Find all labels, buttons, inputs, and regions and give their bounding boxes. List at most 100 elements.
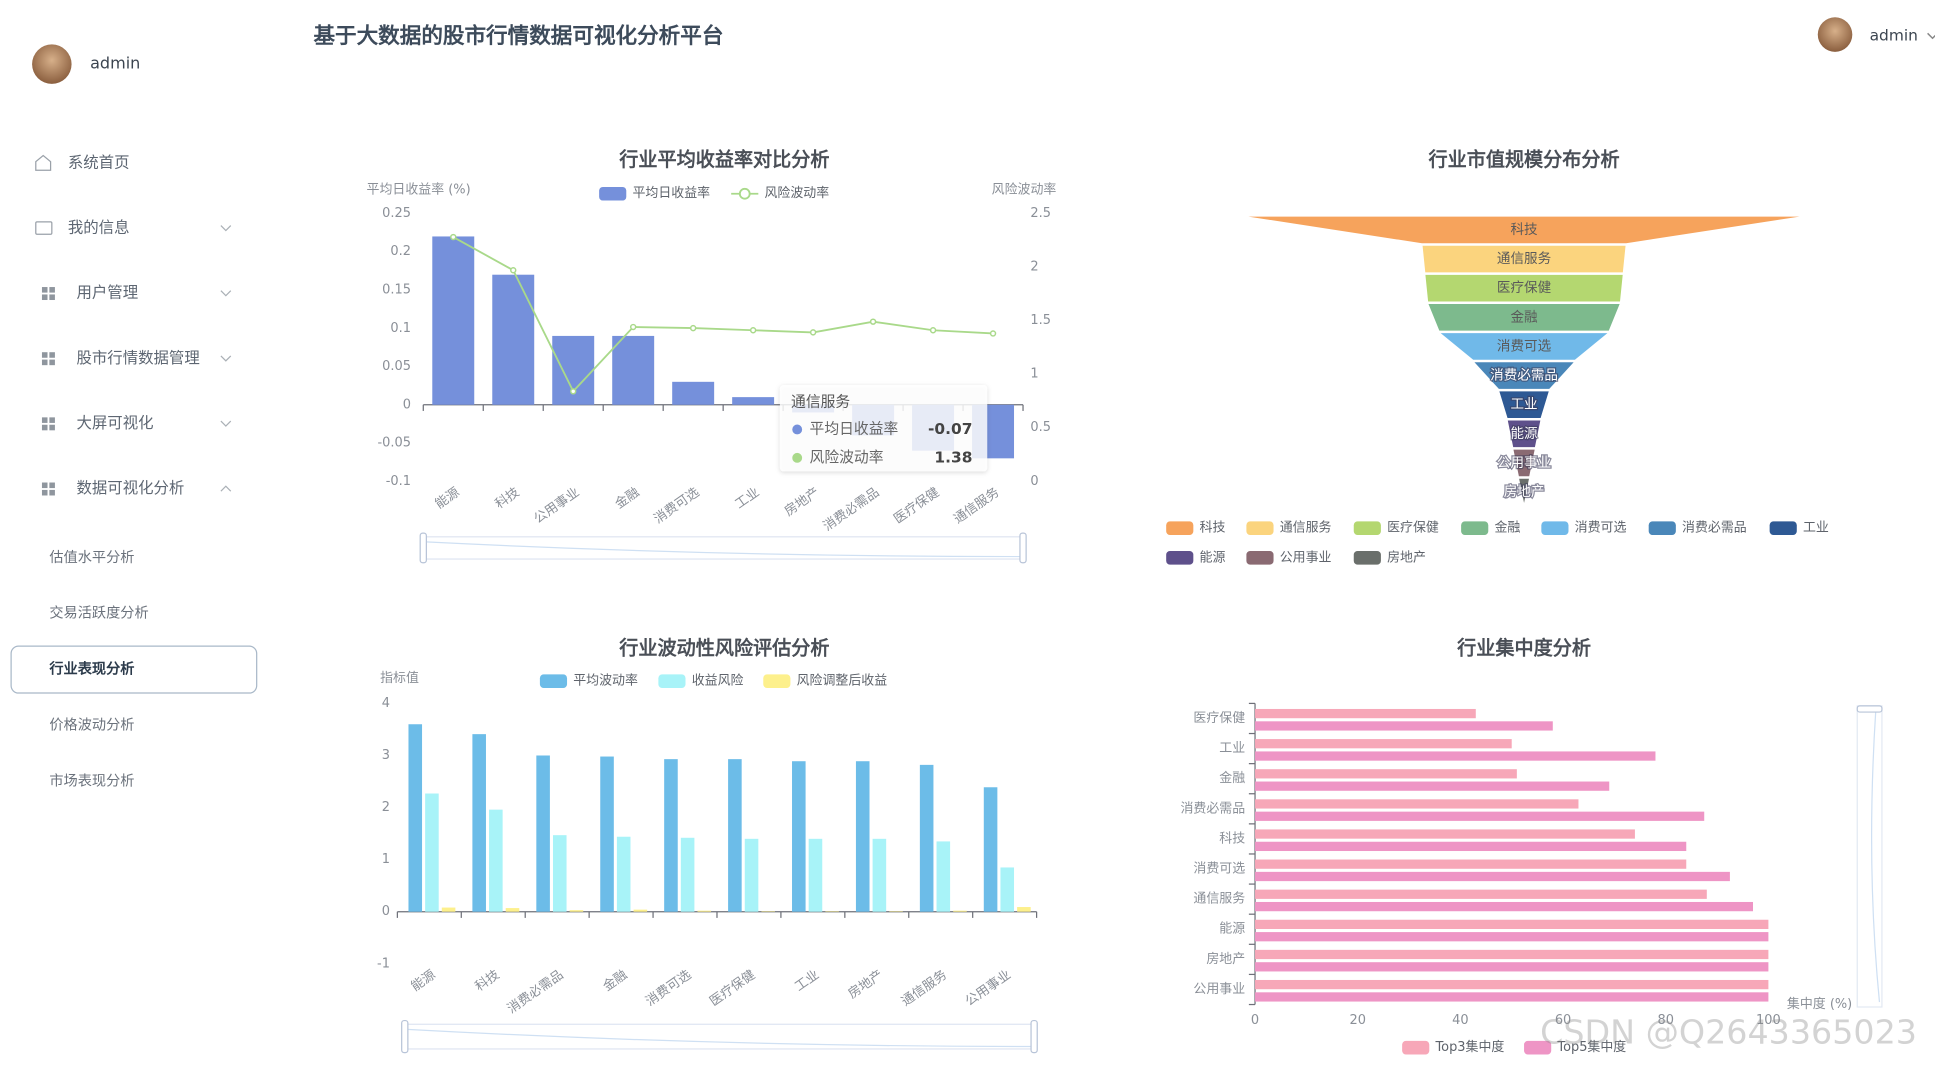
legend-label: 工业 [1803,521,1829,536]
y-tick-label: 能源 [1219,922,1245,937]
watermark: CSDN @Q2643365023 [1540,1013,1917,1052]
legend-item[interactable]: 收益风险 [658,674,744,689]
legend-item[interactable]: 消费可选 [1541,521,1626,536]
bar [1255,781,1610,791]
legend-item[interactable]: 平均波动率 [539,673,638,689]
zoom-slider [1856,705,1883,1008]
x-axis-name: 集中度 (%) [1787,996,1852,1012]
bar [697,910,712,912]
legend-label: 金融 [1494,520,1520,536]
legend-item[interactable]: Top3集中度 [1402,1039,1504,1055]
funnel-label: 金融 [1510,309,1538,325]
submenu-label: 估值水平分析 [49,550,134,566]
funnel-label: 房地产 [1504,484,1545,500]
x-tick-label: 房地产 [845,967,886,1002]
zoom-handle[interactable] [1030,1019,1038,1054]
legend-swatch [1246,521,1274,535]
bar [1255,919,1769,930]
zoom-handle[interactable] [1856,705,1883,713]
y-tick-label: -0.05 [377,436,410,451]
header-user[interactable]: admin [1870,26,1918,44]
funnel-label: 医疗保健 [1497,280,1552,296]
legend-item[interactable]: 金融 [1461,520,1520,536]
legend-label: 消费可选 [1575,521,1627,536]
x-tick-label: 100 [1756,1013,1781,1028]
bar [1255,901,1754,912]
legend-item[interactable]: 房地产 [1353,549,1426,565]
y-tick-label: 金融 [1219,770,1245,786]
legend-item[interactable]: 风险调整后收益 [763,674,887,689]
icon-grid [49,359,55,366]
x-tick-label: 金融 [612,484,642,512]
bar [569,910,584,912]
x-tick-label: 金融 [600,967,630,995]
bar [1255,751,1656,761]
legend-item[interactable]: 风险波动率 [731,185,829,201]
legend-item[interactable]: 消费必需品 [1648,521,1747,536]
caret[interactable] [1927,32,1935,40]
legend-label: 房地产 [1387,549,1426,565]
icon-grid [41,294,48,301]
legend-swatch [539,674,568,688]
y2-axis-name: 风险波动率 [992,182,1057,198]
legend-swatch [658,674,686,688]
legend-item[interactable]: 科技 [1166,521,1225,536]
menu-item[interactable]: 系统首页 [35,153,130,171]
x-tick-label: 消费必需品 [821,485,883,534]
sidebar-user[interactable]: admin [90,54,140,73]
bar [728,759,742,912]
tooltip-dot [792,452,803,463]
submenu-item[interactable]: 估值水平分析 [49,550,134,566]
menu-label: 系统首页 [68,153,130,171]
menu-item[interactable]: 用户管理 [41,284,232,302]
bar [1255,841,1687,852]
legend-item[interactable]: 平均日收益率 [599,185,710,201]
bar [1255,962,1769,972]
menu-item[interactable]: 大屏可视化 [41,414,232,432]
legend-item[interactable]: 工业 [1769,521,1829,536]
zoom-handle[interactable] [401,1019,409,1054]
x-tick-label: 房地产 [781,484,822,519]
funnel-segment [1506,419,1542,449]
menu-item[interactable]: 数据可视化分析 [41,479,232,497]
icon-grid [41,352,48,358]
legend-item[interactable]: 医疗保健 [1353,521,1439,536]
funnel-label: 科技 [1510,222,1538,238]
header-avatar[interactable] [1817,17,1853,52]
icon-grid [49,352,55,358]
active-highlight [10,645,258,694]
zoom-handle[interactable] [1019,532,1027,564]
bar [432,236,475,405]
legend-label: Top5集中度 [1556,1039,1626,1055]
legend-swatch [599,186,627,201]
menu-item[interactable]: 我的信息 [35,219,232,237]
submenu-item[interactable]: 交易活跃度分析 [49,605,148,622]
legend-item[interactable]: Top5集中度 [1524,1039,1626,1055]
submenu-item[interactable]: 行业表现分析 [10,645,258,694]
menu-arrow [220,420,232,427]
submenu-label: 交易活跃度分析 [49,605,148,622]
x-tick-label: 科技 [473,968,503,995]
zoom-handle[interactable] [419,532,427,564]
submenu-item[interactable]: 市场表现分析 [49,772,134,789]
legend-item[interactable]: 通信服务 [1246,520,1332,536]
icon-grid [41,489,48,496]
legend-swatch [1353,521,1381,535]
avatar[interactable] [32,44,72,84]
line-point [989,330,997,337]
bar [612,335,655,405]
bar [1255,811,1705,821]
funnel-segment [1424,273,1625,303]
submenu-item[interactable]: 价格波动分析 [49,718,134,734]
chart-title: 行业市值规模分布分析 [1428,148,1620,171]
submenu-label: 市场表现分析 [49,772,134,789]
menu-item[interactable]: 股市行情数据管理 [41,349,232,367]
page-title: 基于大数据的股市行情数据可视化分析平台 [313,23,723,49]
legend-item[interactable]: 公用事业 [1246,550,1332,565]
legend-label: 公用事业 [1280,550,1332,565]
icon-grid [49,424,55,431]
legend-item[interactable]: 能源 [1166,550,1225,565]
legend-dot [738,187,751,200]
bar [1255,721,1553,731]
y-tick-label: 0.15 [382,283,411,298]
